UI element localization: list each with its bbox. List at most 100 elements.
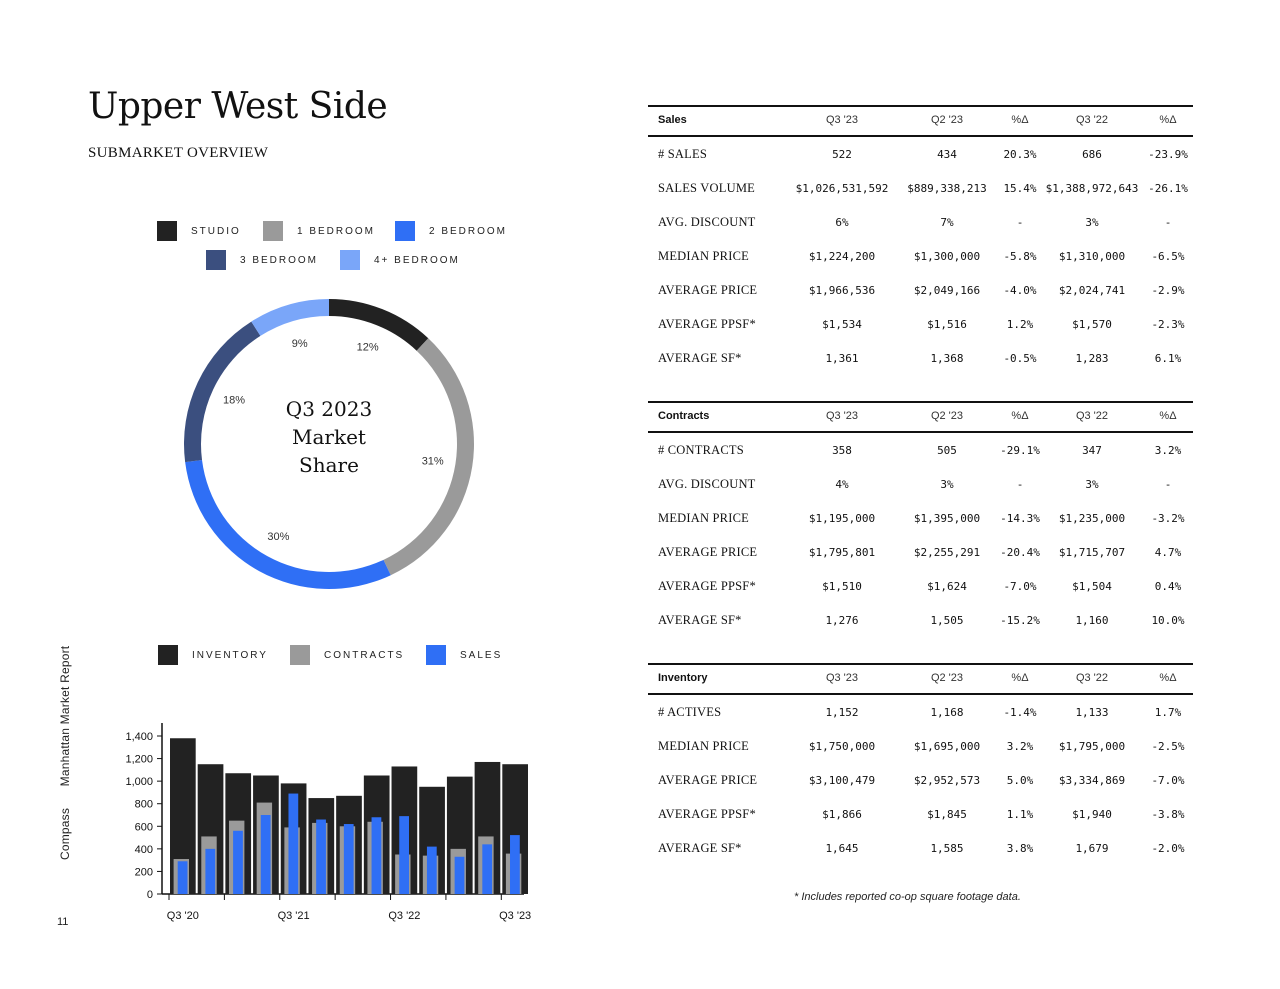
legend-label: 4+ BEDROOM bbox=[374, 254, 460, 266]
bar-sales bbox=[316, 819, 326, 894]
legend-label: INVENTORY bbox=[192, 649, 268, 661]
donut-slice-label: 12% bbox=[357, 341, 379, 353]
table-row: AVERAGE PPSF* $1,866 $1,845 1.1% $1,940 -3.8% bbox=[648, 797, 1193, 831]
table-cell: $1,795,801 bbox=[808, 546, 876, 559]
legend-label: 3 BEDROOM bbox=[240, 254, 319, 266]
legend-swatch bbox=[395, 221, 415, 241]
sales-table: Sales Q3 '23 Q2 '23 %Δ Q3 '22 %Δ # SALES 522 434… bbox=[648, 105, 1193, 375]
donut-legend: STUDIO 1 BEDROOM 2 BEDROOM 3 BEDROOM 4+ … bbox=[157, 221, 517, 281]
table-cell: $1,310,000 bbox=[1058, 250, 1126, 263]
table-row: AVERAGE PPSF* $1,534 $1,516 1.2% $1,570 -2.3% bbox=[648, 307, 1193, 341]
legend-item-sales: SALES bbox=[426, 645, 502, 665]
legend-label: STUDIO bbox=[191, 225, 241, 237]
column-header: Q3 '22 bbox=[1075, 410, 1109, 422]
table-cell: -1.4% bbox=[1003, 706, 1037, 719]
table-cell: 505 bbox=[937, 444, 957, 457]
row-label: AVG. DISCOUNT bbox=[658, 477, 756, 491]
table-row: AVERAGE PPSF* $1,510 $1,624 -7.0% $1,504 0.4% bbox=[648, 569, 1193, 603]
bar-sales bbox=[454, 856, 465, 894]
donut-center-line: Share bbox=[299, 453, 359, 477]
table-cell: $1,624 bbox=[927, 580, 967, 593]
column-header: Q3 '22 bbox=[1075, 114, 1109, 126]
table-cell: 1,152 bbox=[825, 706, 859, 719]
table-cell: 5.0% bbox=[1006, 774, 1034, 787]
table-cell: -20.4% bbox=[1000, 546, 1040, 559]
page-subtitle: SUBMARKET OVERVIEW bbox=[88, 145, 269, 161]
table-cell: 1,368 bbox=[930, 352, 964, 365]
legend-item-1-bedroom: 1 BEDROOM bbox=[263, 221, 375, 241]
table-row: # SALES 522 434 20.3% 686 -23.9% bbox=[648, 137, 1193, 171]
column-header: %Δ bbox=[1011, 114, 1029, 126]
legend-item-4-bedroom: 4+ BEDROOM bbox=[340, 250, 460, 270]
donut-slice-1-bedroom bbox=[383, 338, 474, 576]
x-tick-label: Q3 '21 bbox=[278, 910, 310, 922]
column-header: %Δ bbox=[1159, 114, 1177, 126]
row-label: AVG. DISCOUNT bbox=[658, 215, 756, 229]
table-row: SALES VOLUME $1,026,531,592 $889,338,213 15… bbox=[648, 171, 1193, 205]
table-cell: -2.5% bbox=[1151, 740, 1185, 753]
row-label: AVERAGE PRICE bbox=[658, 545, 758, 559]
table-row: AVERAGE PRICE $1,966,536 $2,049,166 -4.0% $2… bbox=[648, 273, 1193, 307]
donut-slice-label: 30% bbox=[267, 531, 289, 543]
table-cell: $1,026,531,592 bbox=[795, 182, 889, 195]
table-row: AVERAGE SF* 1,645 1,585 3.8% 1,679 -2.0% bbox=[648, 831, 1193, 865]
page-title: Upper West Side bbox=[88, 86, 388, 127]
table-cell: 522 bbox=[832, 148, 852, 161]
table-cell: -7.0% bbox=[1003, 580, 1037, 593]
table-cell: -2.0% bbox=[1151, 842, 1185, 855]
legend-item-contracts: CONTRACTS bbox=[290, 645, 404, 665]
donut-slice-studio bbox=[329, 299, 429, 351]
row-label: # SALES bbox=[658, 147, 707, 161]
legend-label: 2 BEDROOM bbox=[429, 225, 508, 237]
x-tick-label: Q3 '23 bbox=[499, 910, 531, 922]
y-tick-label: 0 bbox=[147, 889, 153, 901]
y-tick-label: 1,400 bbox=[125, 731, 153, 743]
x-tick-label: Q3 '22 bbox=[388, 910, 420, 922]
table-cell: $1,966,536 bbox=[808, 284, 876, 297]
legend-label: CONTRACTS bbox=[324, 649, 405, 661]
table-cell: 0.4% bbox=[1154, 580, 1182, 593]
table-cell: $3,100,479 bbox=[808, 774, 876, 787]
bar-sales bbox=[288, 793, 299, 894]
row-label: AVERAGE PPSF* bbox=[658, 317, 756, 331]
legend-label: 1 BEDROOM bbox=[297, 225, 376, 237]
table-cell: $2,255,291 bbox=[913, 546, 981, 559]
row-label: SALES VOLUME bbox=[658, 181, 755, 195]
table-cell: 6.1% bbox=[1154, 352, 1182, 365]
table-row: # ACTIVES 1,152 1,168 -1.4% 1,133 1.7% bbox=[648, 695, 1193, 729]
bar-sales bbox=[233, 830, 243, 894]
y-tick-label: 1,000 bbox=[125, 776, 153, 788]
donut-center-line: Q3 2023 bbox=[285, 397, 373, 421]
legend-swatch bbox=[426, 645, 446, 665]
page-number: 11 bbox=[57, 916, 69, 928]
table-cell: 3.2% bbox=[1154, 444, 1182, 457]
table-cell: 6% bbox=[835, 216, 849, 229]
table-cell: $1,300,000 bbox=[913, 250, 981, 263]
table-cell: 1.2% bbox=[1006, 318, 1034, 331]
legend-label: SALES bbox=[460, 649, 503, 661]
report-name: Manhattan Market Report bbox=[58, 645, 72, 787]
bar-sales bbox=[371, 817, 382, 894]
table-cell: 3% bbox=[1085, 478, 1099, 491]
table-cell: $1,388,972,643 bbox=[1045, 182, 1139, 195]
table-cell: 1,133 bbox=[1075, 706, 1109, 719]
table-cell: $1,395,000 bbox=[913, 512, 981, 525]
legend-swatch bbox=[206, 250, 226, 270]
table-title: Inventory bbox=[658, 672, 708, 684]
table-cell: 20.3% bbox=[1003, 148, 1037, 161]
donut-center-line: Market bbox=[292, 425, 366, 449]
table-cell: $2,049,166 bbox=[913, 284, 981, 297]
bar-sales bbox=[177, 861, 188, 894]
row-label: AVERAGE PPSF* bbox=[658, 579, 756, 593]
row-label: AVERAGE SF* bbox=[658, 351, 742, 365]
row-label: AVERAGE SF* bbox=[658, 613, 742, 627]
table-cell: $1,510 bbox=[822, 580, 862, 593]
column-header: Q3 '22 bbox=[1075, 672, 1109, 684]
column-header: Q2 '23 bbox=[930, 410, 964, 422]
donut-center-label: Q3 2023 Market Share bbox=[248, 395, 410, 479]
sidebar-report-label: Compass Manhattan Market Report bbox=[58, 628, 72, 860]
table-cell: 3.2% bbox=[1006, 740, 1034, 753]
table-cell: 1,585 bbox=[930, 842, 964, 855]
row-label: AVERAGE PRICE bbox=[658, 773, 758, 787]
table-cell: 4% bbox=[835, 478, 849, 491]
